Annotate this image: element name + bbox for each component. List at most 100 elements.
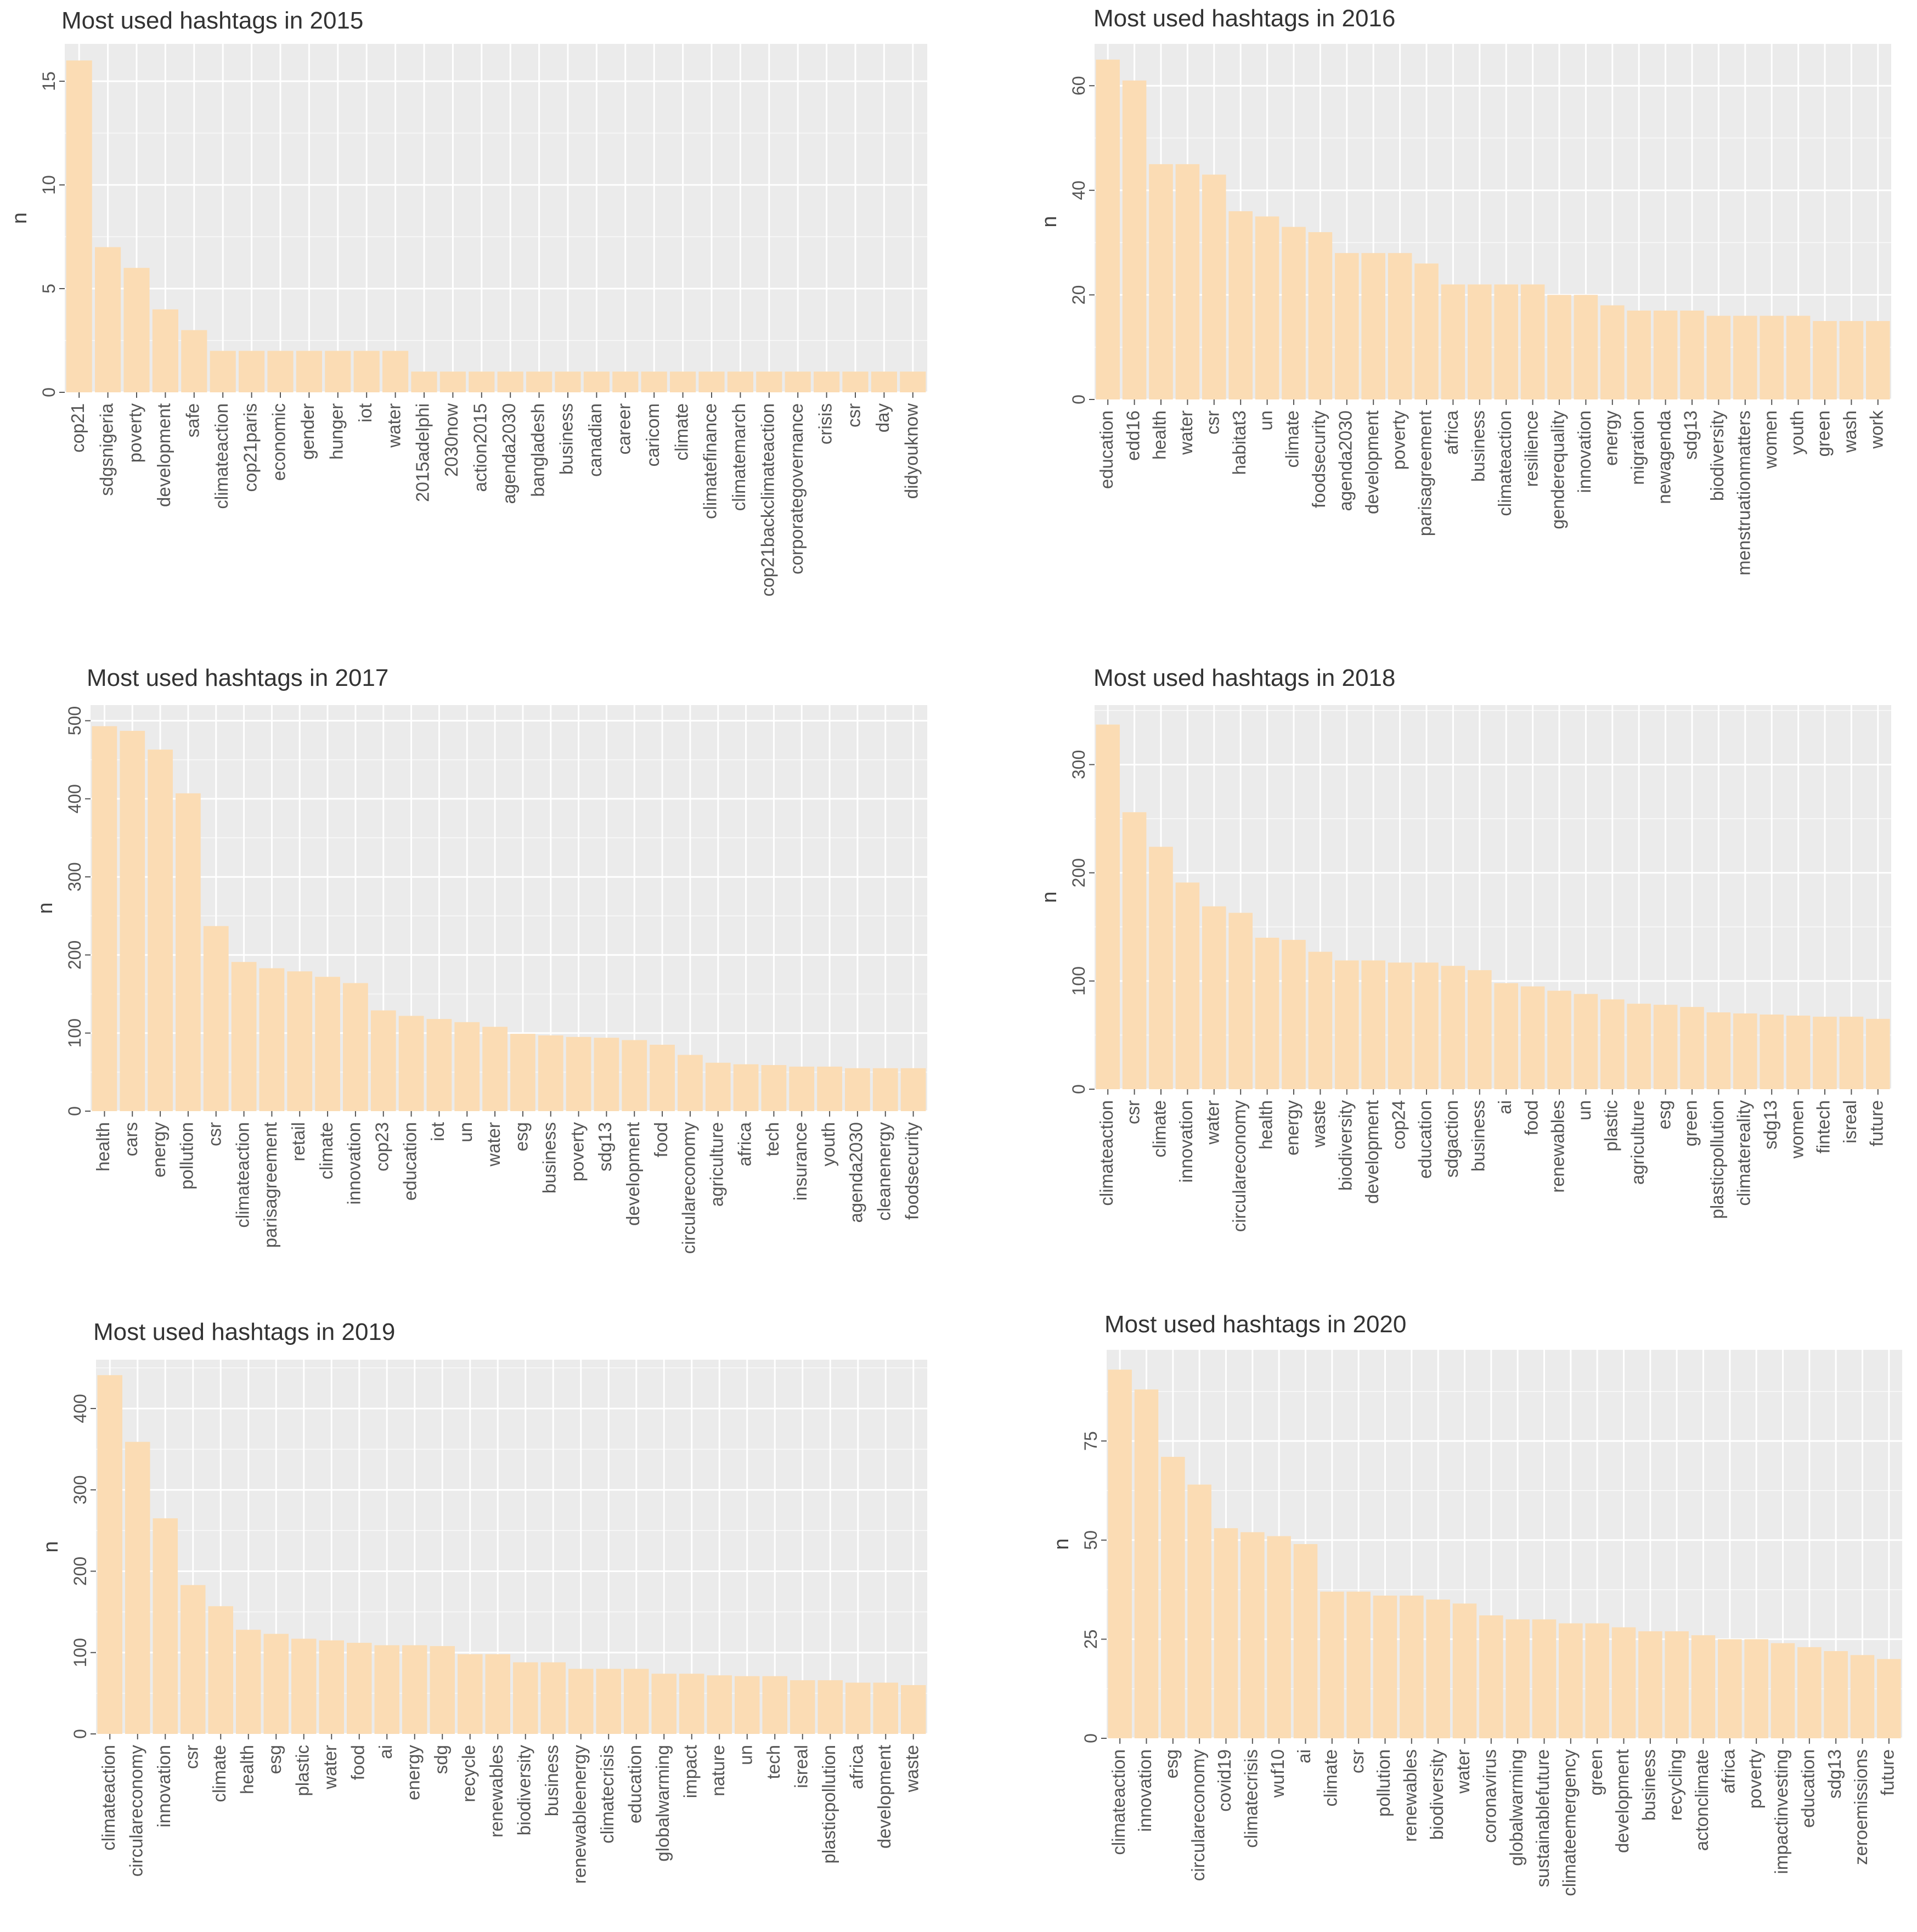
x-tick-label: csr (204, 1122, 224, 1146)
x-tick-label: poverty (567, 1122, 587, 1182)
bar-canadian (583, 371, 610, 392)
x-tick-label: business (539, 1122, 559, 1193)
bar-climatecrisis (1241, 1532, 1265, 1738)
x-tick-label: sustainablefuture (1532, 1749, 1553, 1887)
bar-climateaction (1108, 1370, 1132, 1738)
bar-climatefinance (698, 371, 725, 392)
x-tick-label: business (1468, 1100, 1489, 1171)
x-tick-label: csr (844, 403, 864, 427)
bar-csr (842, 371, 869, 392)
bar-tech (762, 1676, 787, 1734)
x-tick-label: sdg (431, 1745, 451, 1774)
bar-csr (1202, 174, 1226, 399)
x-tick-label: innovation (1176, 1100, 1196, 1182)
y-tick-label: 25 (1081, 1630, 1101, 1649)
x-tick-label: parisagreement (1415, 410, 1435, 536)
x-tick-label: impactinvesting (1771, 1749, 1791, 1874)
x-tick-label: africa (1441, 410, 1462, 454)
bar-business (540, 1662, 566, 1734)
bar-edd16 (1122, 80, 1147, 400)
x-tick-label: climatecrisis (1241, 1749, 1261, 1848)
x-tick-label: food (347, 1745, 368, 1780)
x-tick-label: plastic (292, 1745, 312, 1796)
x-tick-label: climateemergency (1559, 1749, 1580, 1896)
y-tick-label: 0 (39, 387, 59, 397)
x-tick-label: foodsecurity (1309, 410, 1329, 508)
x-tick-label: health (236, 1745, 257, 1794)
x-tick-label: agenda2030 (499, 403, 519, 504)
x-tick-label: ai (1294, 1749, 1314, 1764)
x-tick-label: habitat3 (1229, 410, 1249, 475)
bar-education (1096, 59, 1120, 399)
bar-water (319, 1640, 344, 1734)
y-tick-label: 50 (1081, 1530, 1101, 1550)
x-tick-label: sdg13 (1824, 1749, 1845, 1799)
x-tick-label: future (1867, 1100, 1887, 1146)
bar-circulareconomy (125, 1441, 150, 1734)
x-tick-label: corporategovernance (786, 403, 807, 574)
y-tick-label: 60 (1069, 76, 1089, 95)
x-tick-label: retail (288, 1122, 308, 1162)
bar-isreal (1839, 1016, 1864, 1089)
x-tick-label: foodsecurity (901, 1122, 922, 1220)
x-tick-label: migration (1627, 410, 1648, 485)
bar-circulareconomy (1187, 1484, 1211, 1738)
x-tick-label: africa (846, 1744, 866, 1789)
x-tick-label: climate (671, 403, 691, 461)
x-tick-label: career (614, 403, 634, 455)
bar-globalwarming (651, 1674, 676, 1734)
x-tick-label: education (399, 1122, 420, 1201)
bar-sdgaction (1441, 966, 1465, 1089)
y-tick-label: 300 (65, 862, 84, 891)
x-tick-label: innovation (154, 1745, 174, 1827)
bar-parisagreement (1414, 263, 1439, 399)
x-tick-label: pollution (177, 1122, 197, 1190)
bar-africa (845, 1682, 871, 1734)
bar-cleanenergy (872, 1068, 898, 1111)
x-tick-label: csr (1203, 410, 1223, 435)
bar-retail (287, 971, 313, 1111)
bar-foodsecurity (900, 1068, 926, 1111)
x-tick-label: renewables (1548, 1100, 1568, 1193)
x-tick-label: globalwarming (1506, 1749, 1526, 1866)
bar-day (871, 371, 897, 392)
x-tick-label: energy (403, 1745, 423, 1800)
x-tick-label: recycling (1665, 1749, 1685, 1821)
x-tick-label: pollution (1373, 1749, 1394, 1817)
bar-energy (148, 750, 173, 1111)
x-tick-label: renewableenergy (569, 1745, 589, 1884)
x-tick-label: zeroemissions (1851, 1749, 1871, 1865)
x-tick-label: africa (1718, 1749, 1739, 1793)
bar-esg (1653, 1005, 1678, 1089)
x-tick-label: plasticpollution (1707, 1100, 1727, 1219)
chart-title: Most used hashtags in 2020 (1104, 1311, 1406, 1338)
bar-sdg (430, 1646, 455, 1734)
bar-future (1866, 1018, 1890, 1089)
bar-youth (817, 1066, 842, 1111)
x-tick-label: wash (1840, 410, 1860, 453)
bar-agenda2030 (497, 371, 523, 392)
x-tick-label: green (1586, 1749, 1606, 1795)
bar-menstruationmatters (1733, 316, 1757, 399)
x-tick-label: plastic (1601, 1100, 1621, 1152)
x-tick-label: genderequality (1548, 410, 1568, 530)
bar-newagenda (1653, 311, 1678, 399)
bar-water (382, 351, 409, 392)
bar-iot (426, 1019, 452, 1111)
bar-cop24 (1388, 962, 1412, 1089)
bar-cop23 (370, 1010, 396, 1111)
bar-development (152, 309, 178, 392)
y-tick-label: 0 (1069, 395, 1089, 404)
y-tick-label: 20 (1069, 285, 1089, 305)
bar-csr (1346, 1591, 1371, 1738)
x-tick-label: business (542, 1745, 562, 1816)
bar-agenda2030 (1335, 253, 1359, 399)
bar-plasticpollution (817, 1680, 843, 1734)
x-tick-label: development (1362, 1100, 1382, 1204)
bar-africa (733, 1064, 759, 1111)
x-tick-label: business (1639, 1749, 1659, 1821)
bar-climatecrisis (596, 1669, 621, 1734)
y-tick-label: 200 (1069, 858, 1089, 887)
bar-csr (1122, 812, 1147, 1089)
bar-business (538, 1035, 563, 1111)
